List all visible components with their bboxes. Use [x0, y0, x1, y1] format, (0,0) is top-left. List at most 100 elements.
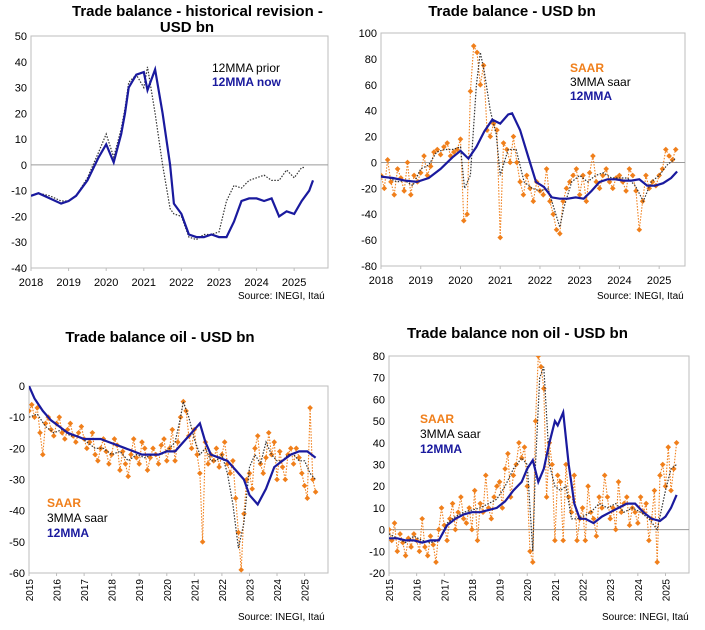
x-tick-label: 2018 — [108, 579, 119, 602]
data-point — [573, 166, 580, 172]
data-point — [518, 455, 525, 461]
data-point — [541, 385, 547, 392]
legend-label: 12MMA — [47, 526, 89, 540]
data-point — [133, 454, 140, 461]
x-tick-label: 2023 — [606, 579, 617, 602]
data-point — [626, 166, 633, 172]
x-tick-label: 2025 — [301, 579, 312, 602]
data-point — [571, 472, 578, 479]
y-tick-label: 80 — [365, 54, 377, 66]
data-point — [553, 226, 560, 233]
data-point — [637, 494, 644, 500]
data-point — [579, 505, 586, 511]
data-point — [643, 172, 649, 179]
data-point — [527, 185, 533, 192]
x-tick-label: 2021 — [488, 275, 512, 287]
data-point — [543, 166, 550, 172]
data-point — [434, 146, 441, 153]
data-point — [430, 541, 437, 548]
y-tick-label: -50 — [9, 537, 25, 549]
data-point — [444, 537, 450, 544]
data-point — [290, 461, 297, 467]
data-point — [175, 439, 181, 445]
chart-svg: 50 40 30 20 10 0 -10 -20 -30 -40 2018 2019 2020 2021 2… — [11, 31, 329, 289]
data-point — [583, 198, 590, 205]
series-line-1 — [31, 65, 315, 239]
data-point — [580, 172, 586, 179]
data-point — [78, 423, 85, 430]
y-tick-label: 30 — [15, 83, 27, 95]
data-point — [391, 520, 398, 526]
x-tick-label: 2021 — [132, 277, 156, 289]
data-point — [600, 172, 606, 179]
data-point — [604, 494, 611, 500]
data-point — [210, 458, 217, 464]
data-point — [265, 429, 272, 436]
data-point — [73, 439, 79, 445]
series-line-1 — [381, 52, 676, 228]
data-point — [663, 146, 669, 153]
data-point — [510, 472, 517, 479]
data-point — [623, 494, 630, 500]
data-point — [194, 451, 200, 458]
data-point — [639, 198, 646, 205]
data-point — [56, 414, 63, 420]
data-point — [460, 515, 467, 522]
series-group — [29, 386, 319, 573]
data-point — [238, 567, 244, 573]
chart-title: Trade balance - historical revision - US… — [72, 3, 323, 36]
y-tick-label: 40 — [15, 57, 27, 69]
y-tick-label: 60 — [365, 80, 377, 92]
data-point — [616, 172, 623, 179]
series-group — [31, 65, 315, 241]
data-point — [474, 537, 481, 544]
data-point — [477, 500, 484, 507]
legend-label: SAAR — [420, 412, 454, 426]
data-point — [547, 198, 553, 205]
data-point — [435, 526, 442, 533]
plot-frame — [380, 32, 686, 267]
data-point — [540, 192, 547, 198]
data-point — [557, 230, 563, 237]
data-point — [646, 185, 653, 192]
data-point — [449, 500, 456, 507]
data-point — [596, 494, 602, 500]
x-tick-label: 2022 — [528, 275, 552, 287]
x-tick-label: 2023 — [207, 277, 231, 289]
series-line-2 — [29, 386, 317, 507]
legend-label: SAAR — [47, 496, 81, 510]
data-point — [304, 495, 311, 501]
data-point — [92, 451, 98, 458]
series-group — [381, 43, 679, 241]
data-point — [607, 515, 613, 522]
data-point — [538, 364, 544, 370]
data-point — [574, 537, 580, 544]
data-point — [596, 185, 603, 192]
data-point — [582, 537, 589, 544]
data-point — [427, 163, 434, 170]
y-tick-label: 20 — [15, 108, 27, 120]
data-point — [408, 544, 414, 550]
series-line-0 — [381, 43, 677, 238]
y-tick-label: 40 — [365, 106, 377, 118]
data-point — [668, 487, 674, 494]
data-point — [570, 172, 576, 179]
data-point — [51, 433, 57, 439]
x-tick-label: 2024 — [244, 277, 268, 289]
x-tick-label: 2023 — [245, 579, 256, 602]
data-point — [460, 217, 467, 224]
x-tick-label: 2017 — [440, 579, 451, 602]
data-point — [422, 544, 428, 550]
data-point — [438, 505, 445, 511]
legend-label: 3MMA saar — [47, 511, 108, 525]
data-point — [254, 433, 261, 439]
data-point — [241, 510, 247, 517]
x-tick-label: 2019 — [135, 579, 146, 602]
x-tick-label: 2025 — [647, 275, 671, 287]
data-point — [471, 487, 478, 494]
data-point — [416, 548, 423, 555]
data-point — [401, 188, 407, 194]
data-point — [119, 448, 126, 455]
data-point — [62, 436, 68, 442]
data-point — [394, 548, 401, 555]
